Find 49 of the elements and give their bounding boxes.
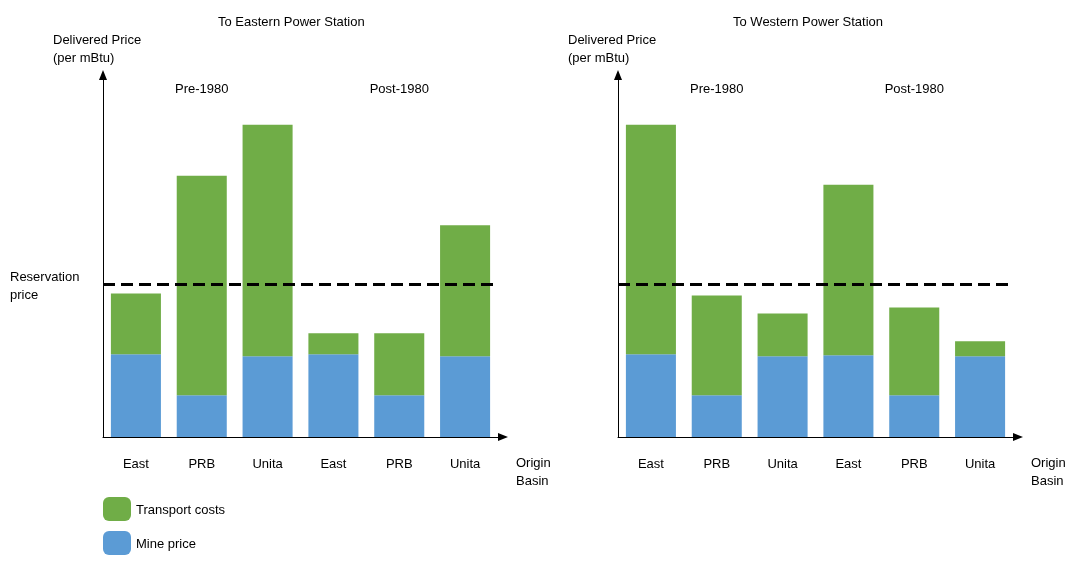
bar <box>374 333 425 396</box>
bar <box>308 354 359 437</box>
x-tick-label: PRB <box>703 456 731 471</box>
ref-line-label: Reservation price <box>10 268 83 302</box>
y-axis-title: Delivered Price (per mBtu) <box>53 31 145 65</box>
x-tick-label: East <box>637 456 665 471</box>
y-axis-title: Delivered Price (per mBtu) <box>568 31 660 65</box>
x-tick-label: East <box>835 456 862 471</box>
legend-label: Transport costs <box>136 501 226 517</box>
bar <box>440 356 491 437</box>
text: Post-1980 <box>369 81 429 96</box>
x-tick-label: Unita <box>964 456 997 471</box>
bar <box>110 354 161 437</box>
bar <box>625 124 676 355</box>
bar <box>889 307 940 396</box>
bar <box>823 355 874 437</box>
x-axis-title: Origin Basin <box>1031 454 1070 488</box>
x-axis-title: Origin Basin <box>516 454 555 488</box>
x-tick-label: PRB <box>188 456 216 471</box>
bar <box>625 354 676 437</box>
bar <box>757 356 808 437</box>
bar <box>176 395 227 437</box>
bar <box>308 333 359 355</box>
bar <box>955 356 1006 437</box>
bar <box>757 313 808 357</box>
bar <box>691 395 742 437</box>
x-tick-label: PRB <box>900 456 928 471</box>
chart-title: To Western Power Station <box>733 14 884 29</box>
text: Post-1980 <box>884 81 944 96</box>
x-tick-label: East <box>320 456 347 471</box>
chart-title: To Eastern Power Station <box>218 14 365 29</box>
bar <box>242 356 293 437</box>
bar <box>823 184 874 356</box>
x-tick-label: Unita <box>767 456 799 471</box>
x-tick-label: Unita <box>449 456 482 471</box>
bar <box>374 395 425 437</box>
bar <box>955 341 1006 357</box>
bar <box>889 395 940 437</box>
legend-label: Mine price <box>136 535 196 551</box>
bar <box>440 225 491 357</box>
x-tick-label: Unita <box>252 456 284 471</box>
text: Pre-1980 <box>690 81 744 96</box>
text: Pre-1980 <box>175 81 229 96</box>
bar <box>242 124 293 357</box>
x-tick-label: PRB <box>385 456 413 471</box>
bar <box>691 295 742 396</box>
bar <box>110 293 161 355</box>
bar <box>176 175 227 396</box>
x-tick-label: East <box>122 456 150 471</box>
